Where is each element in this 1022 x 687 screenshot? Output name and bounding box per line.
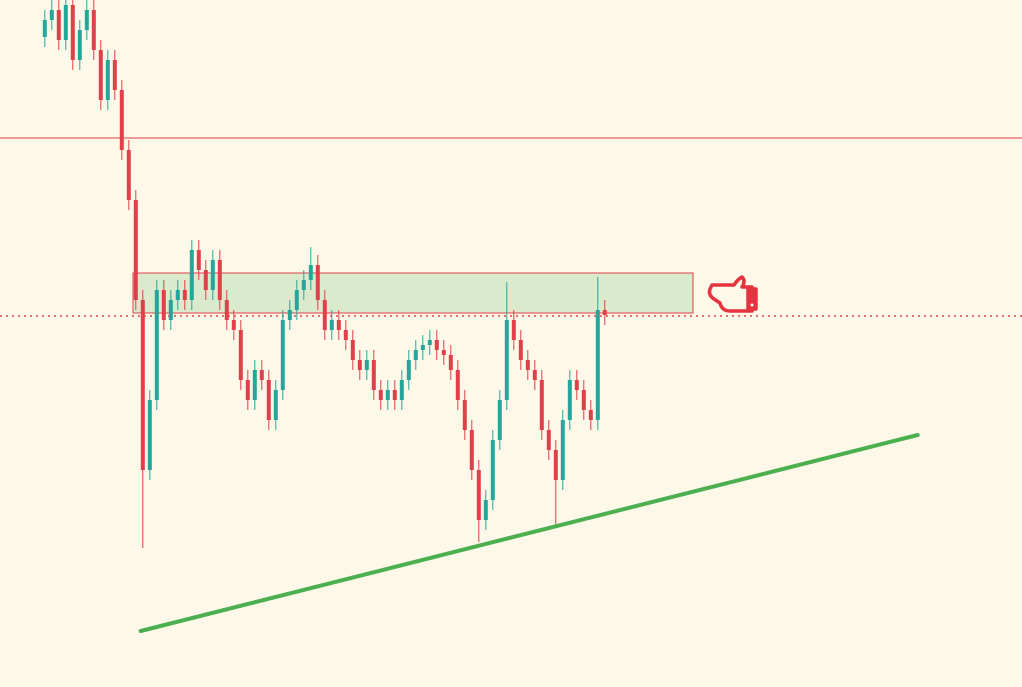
candle-body	[259, 370, 264, 380]
candle-body	[350, 340, 355, 360]
candle-body	[252, 370, 257, 400]
candle-body	[455, 370, 460, 400]
candle-body	[385, 390, 390, 400]
candle-body	[105, 60, 110, 100]
candle-body	[581, 390, 586, 410]
candle-body	[175, 290, 180, 300]
candle-body	[161, 290, 166, 320]
candle-body	[329, 320, 334, 330]
candle-body	[560, 420, 565, 480]
candle-body	[245, 380, 250, 400]
candle-body	[427, 340, 432, 345]
trendline	[138, 433, 920, 633]
candle-body	[308, 265, 313, 280]
candle-body	[42, 20, 47, 37]
candle-body	[399, 380, 404, 400]
candle-body	[140, 300, 145, 470]
candle-body	[189, 250, 194, 300]
candle-body	[266, 380, 271, 420]
candle-body	[497, 400, 502, 440]
candle-body	[287, 310, 292, 320]
candle-body	[602, 310, 607, 315]
candle-body	[420, 345, 425, 350]
candle-body	[567, 380, 572, 420]
candle-body	[588, 410, 593, 420]
candle-body	[280, 320, 285, 390]
candle-body	[56, 10, 61, 40]
candle-body	[168, 300, 173, 320]
candle-body	[63, 5, 68, 40]
candle-body	[483, 500, 488, 520]
candle-body	[504, 320, 509, 400]
candle-body	[406, 360, 411, 380]
pointer-icon	[707, 275, 758, 313]
plot-area	[0, 0, 1022, 633]
candle-body	[84, 10, 89, 30]
candle-body	[70, 5, 75, 60]
candle-body	[224, 300, 229, 320]
candle-body	[231, 320, 236, 330]
candle-body	[553, 450, 558, 480]
candle-body	[595, 310, 600, 420]
candle-body	[532, 370, 537, 380]
candle-body	[413, 350, 418, 360]
candle-body	[490, 440, 495, 500]
candle-body	[343, 330, 348, 340]
candle-body	[147, 400, 152, 470]
candle-body	[182, 290, 187, 300]
candle-body	[126, 150, 131, 200]
candle-body	[518, 340, 523, 360]
zone	[132, 272, 694, 314]
candle-body	[315, 265, 320, 300]
candle-body	[511, 320, 516, 340]
candle-body	[217, 260, 222, 300]
candle-body	[273, 390, 278, 420]
candle-body	[133, 200, 138, 300]
candle-body	[112, 60, 117, 90]
candle-body	[448, 355, 453, 370]
candle-body	[539, 380, 544, 430]
candle-body	[119, 90, 124, 150]
candle-body	[469, 430, 474, 470]
candle-body	[98, 50, 103, 100]
candle-body	[336, 320, 341, 330]
candle-body	[238, 330, 243, 380]
candle-body	[462, 400, 467, 430]
candle-body	[49, 10, 54, 20]
candle-body	[525, 360, 530, 370]
candle-body	[378, 390, 383, 400]
candle-body	[357, 360, 362, 370]
candle-body	[196, 250, 201, 270]
candle-body	[210, 260, 215, 290]
candle-body	[392, 390, 397, 400]
candle-body	[294, 290, 299, 310]
candle-body	[364, 360, 369, 370]
candle-body	[322, 300, 327, 330]
candle-body	[91, 10, 96, 50]
candle-body	[574, 380, 579, 390]
candle-body	[371, 360, 376, 390]
candle-body	[476, 470, 481, 520]
candle-body	[203, 270, 208, 290]
candle-body	[154, 290, 159, 400]
candle-body	[441, 350, 446, 355]
candle-body	[434, 340, 439, 350]
candle-body	[301, 280, 306, 290]
candle-body	[546, 430, 551, 450]
candle-body	[77, 30, 82, 60]
